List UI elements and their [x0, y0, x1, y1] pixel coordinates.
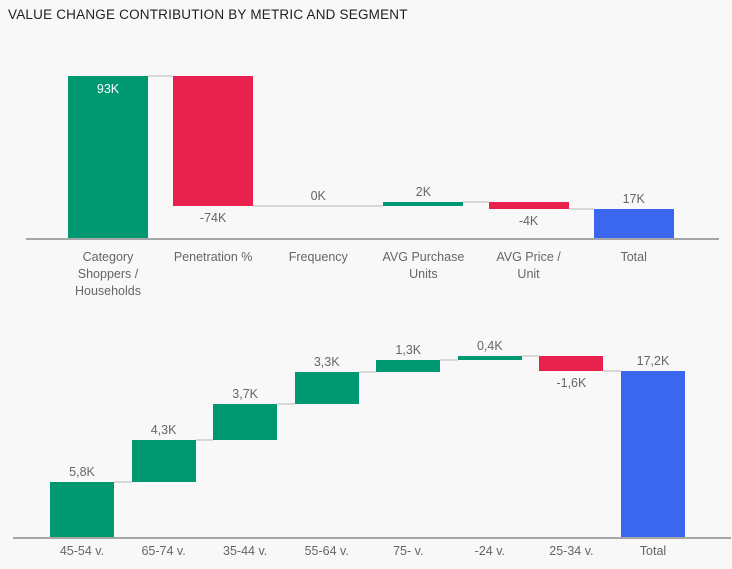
bar-value-label: -74K [199, 210, 227, 225]
connector-line [358, 204, 384, 207]
connector-line [278, 204, 359, 207]
bar-value-label: 17,2K [636, 354, 670, 369]
x-axis-label: Frequency [288, 250, 348, 264]
connector-line [195, 439, 214, 442]
x-axis-label: 75- v. [393, 544, 424, 558]
bar-value-label: 2K [415, 185, 432, 200]
x-axis-label: 55-64 v. [304, 544, 349, 558]
page-title: VALUE CHANGE CONTRIBUTION BY METRIC AND … [8, 7, 408, 22]
x-axis-label: 25-34 v. [549, 544, 594, 558]
bar-value-label: 17K [622, 192, 645, 207]
connector-line [114, 480, 132, 483]
connector-line [358, 371, 377, 374]
x-axis-label: 65-74 v. [141, 544, 186, 558]
connector-line [440, 358, 458, 361]
bar-value-label: 0,4K [476, 338, 503, 353]
waterfall-bar[interactable] [173, 76, 254, 206]
x-axis-line [13, 537, 731, 539]
x-axis-label: AVG Purchase Units [382, 250, 465, 281]
waterfall-bar[interactable] [488, 202, 569, 210]
bar-value-label: 5,8K [69, 464, 95, 479]
bar-value-label: -1,6K [556, 376, 587, 391]
bar-value-label: 93K [96, 82, 120, 97]
bar-value-label: 4,3K [150, 423, 177, 438]
x-axis-label: Penetration % [173, 250, 253, 264]
bar-value-label: 3,3K [313, 355, 340, 370]
x-axis-label: 45-54 v. [59, 544, 105, 558]
bar-value-label: 1,3K [395, 342, 422, 357]
connector-line [521, 354, 540, 357]
waterfall-bar[interactable] [383, 202, 464, 206]
waterfall-bar[interactable] [457, 355, 522, 360]
connector-line [463, 201, 489, 204]
connector-line [603, 370, 621, 373]
bar-value-label: -4K [518, 214, 539, 229]
waterfall-bar[interactable] [539, 355, 604, 372]
connector-line [148, 75, 174, 78]
waterfall-bar[interactable] [68, 76, 148, 239]
waterfall-bar[interactable] [50, 481, 114, 538]
waterfall-bar[interactable] [593, 209, 674, 239]
waterfall-bar[interactable] [376, 359, 441, 373]
x-axis-label: Category Shoppers / Households [74, 250, 141, 298]
connector-line [277, 403, 295, 406]
x-axis-label: 35-44 v. [223, 544, 268, 558]
waterfall-bar[interactable] [294, 372, 359, 405]
x-axis-label: Total [639, 544, 667, 558]
bar-value-label: 3,7K [232, 387, 258, 402]
waterfall-bar[interactable] [213, 404, 278, 440]
x-axis-label: -24 v. [474, 544, 506, 558]
x-axis-line [26, 238, 719, 240]
x-axis-label: AVG Price / Unit [496, 250, 561, 281]
waterfall-bar[interactable] [620, 371, 685, 538]
connector-line [568, 208, 594, 211]
bar-value-label: 0K [310, 188, 326, 203]
x-axis-label: Total [620, 250, 647, 264]
waterfall-bar[interactable] [131, 440, 196, 482]
connector-line [253, 204, 279, 207]
